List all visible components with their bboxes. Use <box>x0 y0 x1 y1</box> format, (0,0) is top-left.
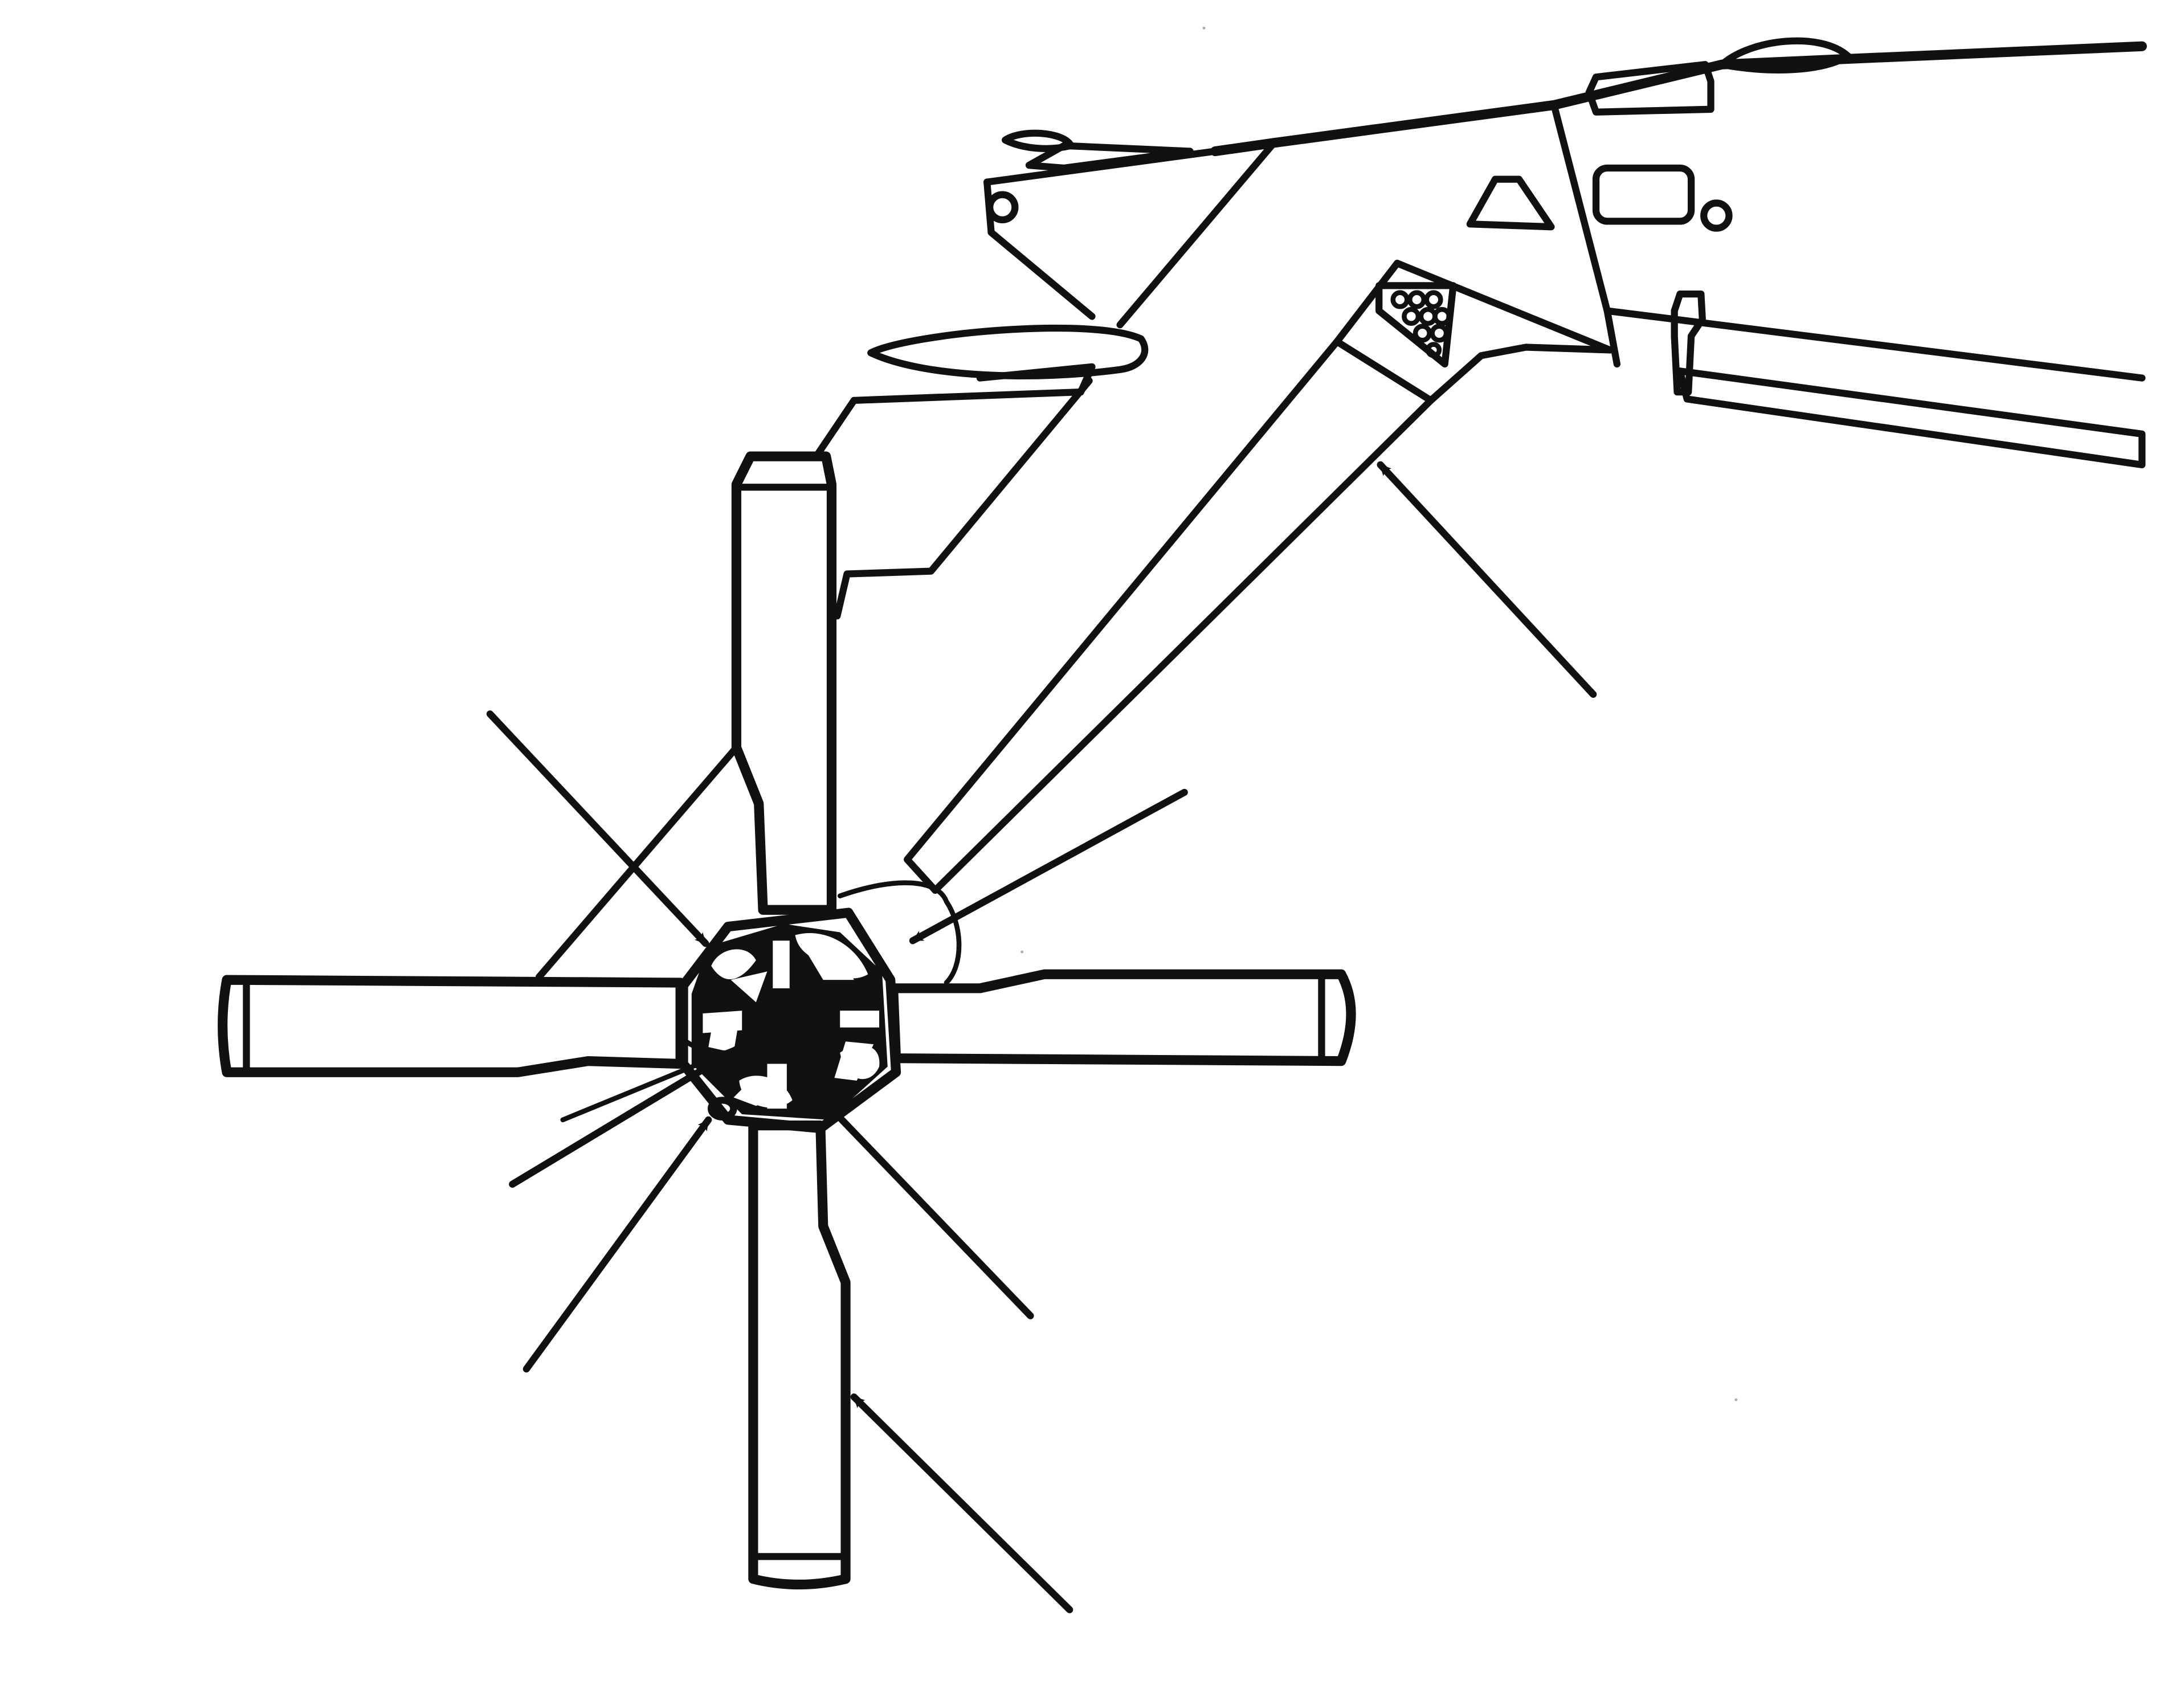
hub-center-bolt <box>777 1008 807 1036</box>
boom-lower-line-2 <box>1676 367 2146 469</box>
callout-arrow-pitch-link <box>522 1116 712 1373</box>
hub-backing-plate <box>837 880 962 986</box>
callout-arrow-tailcone <box>1377 461 1597 698</box>
hub-outline <box>678 907 901 1134</box>
hub-center-cap <box>762 994 823 1049</box>
boom-pylon-seam <box>1550 101 1621 368</box>
rotor-blade-left <box>218 744 740 1077</box>
hub-pitch-link-pin <box>708 1097 737 1121</box>
callout-arrow-hub-upper-left <box>486 710 709 947</box>
boom-clamp <box>1671 290 1706 396</box>
pylon-triangle-window <box>1466 175 1555 231</box>
boom-fastener <box>1700 199 1733 232</box>
boom-upper-line <box>1210 41 2147 157</box>
tailcone-upper-edge <box>904 259 1614 894</box>
rotor-blade-bottom <box>748 1121 851 1590</box>
rotor-blade-right <box>888 969 1356 1066</box>
scan-specks <box>340 26 1738 1401</box>
callout-arrows <box>486 461 1597 1613</box>
rotor-blade-top <box>731 451 837 915</box>
tailcone-lower-edge <box>932 338 1435 894</box>
boom-inspection-panel <box>1592 164 1695 225</box>
tailcone-shoulder <box>1427 344 1614 404</box>
callout-arrow-hub-center-2 <box>560 1033 770 1123</box>
rotor-hub <box>678 880 962 1134</box>
callout-arrow-blade-bottom <box>850 1393 1073 1613</box>
callout-arrow-hub-backplate <box>909 788 1188 945</box>
hub-highlights <box>703 933 880 1109</box>
boom-lamp-housing <box>1585 61 1714 116</box>
exhaust-grille <box>1375 282 1457 368</box>
tail-boom <box>813 37 2147 894</box>
fin-leading-diagonal <box>1116 139 1278 329</box>
vertical-fin-nose <box>983 178 1096 320</box>
stabilizer-edge <box>983 141 1271 186</box>
pylon-outline <box>813 377 1093 620</box>
lower-stabilizer <box>867 324 1149 379</box>
fin-fastener <box>986 191 1019 224</box>
callout-arrow-hub-lower-right <box>817 1094 1034 1319</box>
top-fairing <box>1718 37 1852 73</box>
